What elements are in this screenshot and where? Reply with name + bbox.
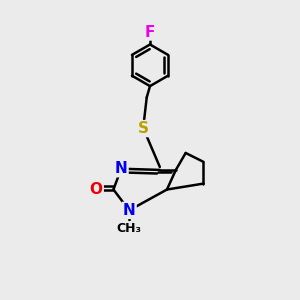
Text: F: F xyxy=(145,25,155,40)
Text: S: S xyxy=(138,121,149,136)
Text: N: N xyxy=(115,161,128,176)
Text: CH₃: CH₃ xyxy=(117,222,142,235)
Text: O: O xyxy=(90,182,103,197)
Text: N: N xyxy=(123,203,136,218)
